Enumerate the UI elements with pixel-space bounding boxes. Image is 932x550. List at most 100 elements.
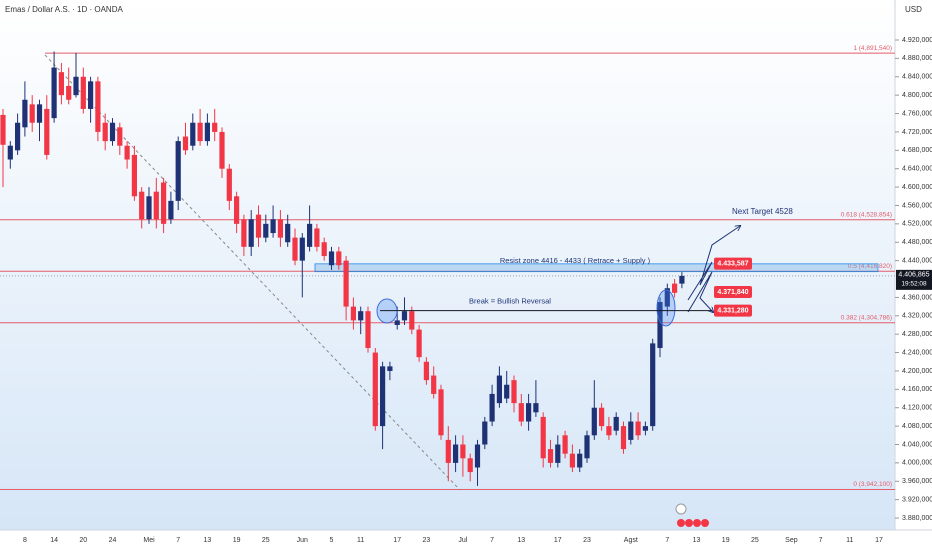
currency-label: USD — [905, 5, 922, 14]
y-tick-label: 4.840,000 — [902, 74, 932, 81]
candle-body — [526, 403, 532, 422]
candle-body — [613, 416, 619, 431]
candle-body — [584, 435, 590, 459]
candle-body — [204, 122, 210, 142]
candle-body — [44, 108, 50, 155]
candle-body — [394, 320, 400, 325]
candle-body — [387, 366, 393, 371]
y-tick-label: 4.680,000 — [902, 147, 932, 154]
candle-body — [416, 329, 422, 358]
candle-body — [511, 380, 517, 404]
candle-body — [350, 306, 356, 321]
y-tick-label: 4.240,000 — [902, 349, 932, 356]
candle-body — [95, 81, 101, 132]
candle-body — [29, 104, 35, 123]
candle-body — [518, 403, 524, 422]
event-icon[interactable] — [675, 503, 687, 515]
x-tick-label: 25 — [751, 537, 759, 544]
candle-body — [102, 122, 108, 142]
x-tick-label: 19 — [233, 537, 241, 544]
candle-body — [460, 444, 466, 459]
candle-body — [423, 361, 429, 381]
candle-body — [197, 122, 203, 142]
candle-body — [401, 311, 408, 321]
y-tick-label: 4.600,000 — [902, 184, 932, 191]
y-tick-label: 4.520,000 — [902, 221, 932, 228]
candle-body — [36, 104, 43, 123]
candle-body — [153, 191, 159, 220]
candle-body — [372, 352, 378, 427]
resist-label: Resist zone 4416 - 4433 ( Retrace + Supp… — [500, 256, 651, 265]
y-tick-label: 4.080,000 — [902, 423, 932, 430]
candle-body — [241, 219, 247, 247]
y-tick-label: 3.960,000 — [902, 478, 932, 485]
x-tick-label: 23 — [583, 537, 591, 544]
x-tick-label: 20 — [79, 537, 87, 544]
highlight-circle — [656, 289, 676, 327]
y-tick-label: 4.640,000 — [902, 166, 932, 173]
x-tick-label: 17 — [875, 537, 883, 544]
x-tick-label: 17 — [393, 537, 401, 544]
last-price-tag — [896, 269, 932, 290]
price-tag-label: 4.331,280 — [717, 307, 748, 314]
countdown-label: 19:52:08 — [901, 281, 927, 288]
level-label: 0.382 (4,304,786) — [841, 315, 892, 322]
candle-body — [642, 426, 648, 431]
x-tick-label: 7 — [490, 537, 494, 544]
candle-body — [431, 375, 437, 394]
candle-body — [577, 453, 583, 468]
level-label: 0.5 (4,416,820) — [848, 263, 892, 270]
candle-body — [358, 311, 364, 321]
candle-body — [124, 145, 130, 160]
candle-body — [80, 76, 86, 109]
projection-arrow — [687, 271, 713, 312]
candle-body — [88, 81, 94, 109]
x-tick-label: 7 — [665, 537, 669, 544]
candle-body — [7, 145, 13, 160]
candle-body — [299, 237, 305, 261]
candle-body — [620, 426, 627, 450]
x-tick-label: Jul — [458, 537, 467, 544]
candle-body — [635, 421, 641, 436]
candle-body — [409, 311, 415, 330]
candle-body — [533, 403, 539, 413]
y-tick-label: 4.280,000 — [902, 331, 932, 338]
candle-body — [190, 122, 196, 146]
candle-body — [73, 76, 79, 96]
x-tick-label: 13 — [693, 537, 701, 544]
candle-body — [343, 260, 349, 307]
candle-body — [606, 426, 612, 436]
candle-body — [482, 421, 488, 445]
candle-body — [650, 343, 656, 427]
projection-arrow — [687, 226, 740, 301]
x-tick-label: 7 — [176, 537, 180, 544]
candle-body — [0, 114, 6, 145]
candle-body — [292, 237, 298, 261]
x-tick-label: Sep — [785, 537, 798, 544]
y-tick-label: 4.000,000 — [902, 460, 932, 467]
candle-body — [657, 302, 663, 348]
price-tag — [714, 285, 752, 298]
x-tick-label: 25 — [262, 537, 270, 544]
candle-body — [489, 393, 495, 422]
candle-body — [277, 219, 283, 238]
candle-body — [219, 131, 225, 169]
level-label: 0 (3,942,100) — [853, 481, 892, 488]
candle-body — [51, 67, 57, 119]
y-tick-label: 4.800,000 — [902, 92, 932, 99]
price-tag-label: 4.433,587 — [717, 260, 748, 267]
candle-body — [161, 182, 167, 224]
event-flags[interactable] — [677, 519, 709, 527]
candle-body — [672, 283, 678, 293]
candle-body — [117, 127, 123, 146]
candle-body — [15, 122, 21, 151]
target-label: Next Target 4528 — [732, 207, 793, 216]
candle-body — [263, 223, 269, 238]
x-tick-label: Agst — [624, 537, 638, 544]
candle-body — [599, 407, 605, 427]
x-tick-label: 13 — [204, 537, 212, 544]
y-tick-label: 4.880,000 — [902, 55, 932, 62]
y-tick-label: 4.320,000 — [902, 313, 932, 320]
candle-body — [270, 219, 276, 234]
candle-body — [168, 200, 174, 220]
